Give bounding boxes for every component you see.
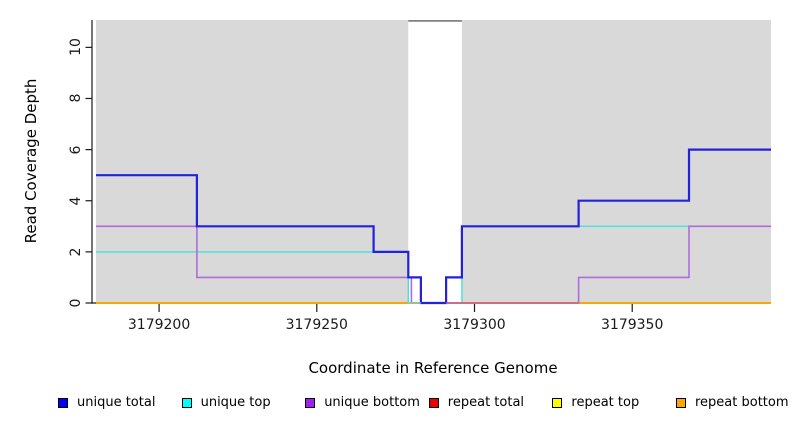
y-axis-title: Read Coverage Depth (22, 78, 40, 244)
legend-item-unique-top: unique top (181, 395, 271, 410)
x-axis-title: Coordinate in Reference Genome (308, 359, 558, 377)
x-tick-label: 3179300 (443, 317, 506, 333)
legend-label: repeat total (447, 395, 525, 410)
x-tick-label: 3179250 (285, 317, 348, 333)
legend-label: repeat top (571, 395, 640, 410)
x-tick-label: 3179350 (601, 317, 664, 333)
legend-item-repeat-total: repeat total (428, 395, 525, 410)
legend-item-repeat-top: repeat top (552, 395, 639, 410)
legend-swatch-repeat-total (428, 397, 439, 408)
y-tick-label: 2 (68, 247, 84, 257)
y-tick-label: 0 (68, 298, 84, 308)
legend-label: unique bottom (324, 395, 420, 410)
y-tick-label: 10 (68, 38, 84, 57)
y-tick-label: 4 (68, 196, 84, 206)
legend-swatch-unique-total (58, 397, 68, 408)
legend-swatch-repeat-top (552, 397, 563, 408)
legend-swatch-repeat-bottom (676, 397, 686, 408)
legend-label: repeat bottom (695, 395, 789, 410)
x-tick-label: 3179200 (127, 317, 191, 333)
legend-item-unique-total: unique total (58, 395, 155, 410)
y-tick-label: 6 (68, 145, 84, 155)
legend-item-repeat-bottom: repeat bottom (676, 395, 789, 410)
legend-label: unique total (77, 395, 156, 410)
legend-swatch-unique-top (181, 397, 192, 408)
y-tick-label: 8 (68, 94, 84, 103)
legend-label: unique top (200, 395, 271, 410)
legend-swatch-unique-bottom (305, 397, 316, 408)
legend-item-unique-bottom: unique bottom (305, 395, 420, 410)
